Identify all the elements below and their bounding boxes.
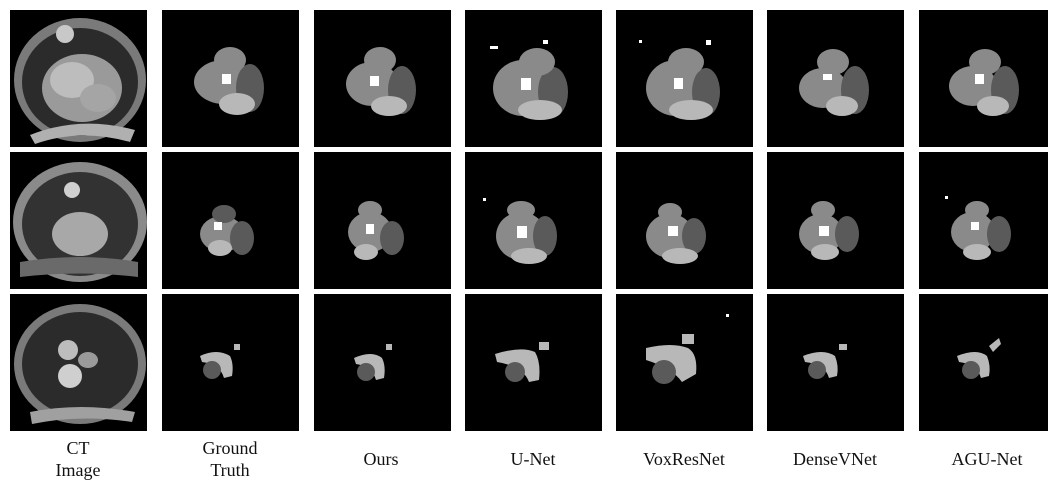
- label-agunet: AGU-Net: [912, 436, 1048, 482]
- seg-ours-row3: [314, 294, 451, 431]
- seg-unet-row1: [465, 10, 602, 147]
- label-gt-line1: Ground: [202, 438, 258, 458]
- label-ours-text: Ours: [363, 449, 399, 469]
- label-agunet-text: AGU-Net: [951, 449, 1023, 469]
- label-ct-line1: CT: [66, 438, 90, 458]
- label-unet-text: U-Net: [510, 449, 556, 469]
- seg-ours-row1: [314, 10, 451, 147]
- label-ct-line2: Image: [55, 460, 101, 480]
- ct-image-row1: [10, 10, 147, 147]
- seg-densevnet-row2: [767, 152, 904, 289]
- label-gt-line2: Truth: [210, 460, 250, 480]
- seg-ground-truth-row3: [162, 294, 299, 431]
- seg-ground-truth-row2: [162, 152, 299, 289]
- seg-densevnet-row1: [767, 10, 904, 147]
- seg-voxresnet-row2: [616, 152, 753, 289]
- label-densevnet-text: DenseVNet: [793, 449, 877, 469]
- label-ours: Ours: [306, 436, 456, 482]
- seg-densevnet-row3: [767, 294, 904, 431]
- seg-ours-row2: [314, 152, 451, 289]
- label-ct-image: CT Image: [3, 436, 153, 482]
- column-labels: CT Image Ground Truth Ours U-Net VoxResN…: [0, 436, 1048, 486]
- seg-agunet-row2: [919, 152, 1048, 289]
- label-densevnet: DenseVNet: [760, 436, 910, 482]
- seg-ground-truth-row1: [162, 10, 299, 147]
- label-voxresnet-text: VoxResNet: [643, 449, 725, 469]
- ct-image-row2: [10, 152, 147, 289]
- figure-grid: [10, 10, 1048, 431]
- seg-agunet-row3: [919, 294, 1048, 431]
- seg-voxresnet-row3: [616, 294, 753, 431]
- seg-voxresnet-row1: [616, 10, 753, 147]
- seg-unet-row3: [465, 294, 602, 431]
- label-ground-truth: Ground Truth: [155, 436, 305, 482]
- seg-agunet-row1: [919, 10, 1048, 147]
- ct-image-row3: [10, 294, 147, 431]
- label-voxresnet: VoxResNet: [609, 436, 759, 482]
- label-unet: U-Net: [458, 436, 608, 482]
- seg-unet-row2: [465, 152, 602, 289]
